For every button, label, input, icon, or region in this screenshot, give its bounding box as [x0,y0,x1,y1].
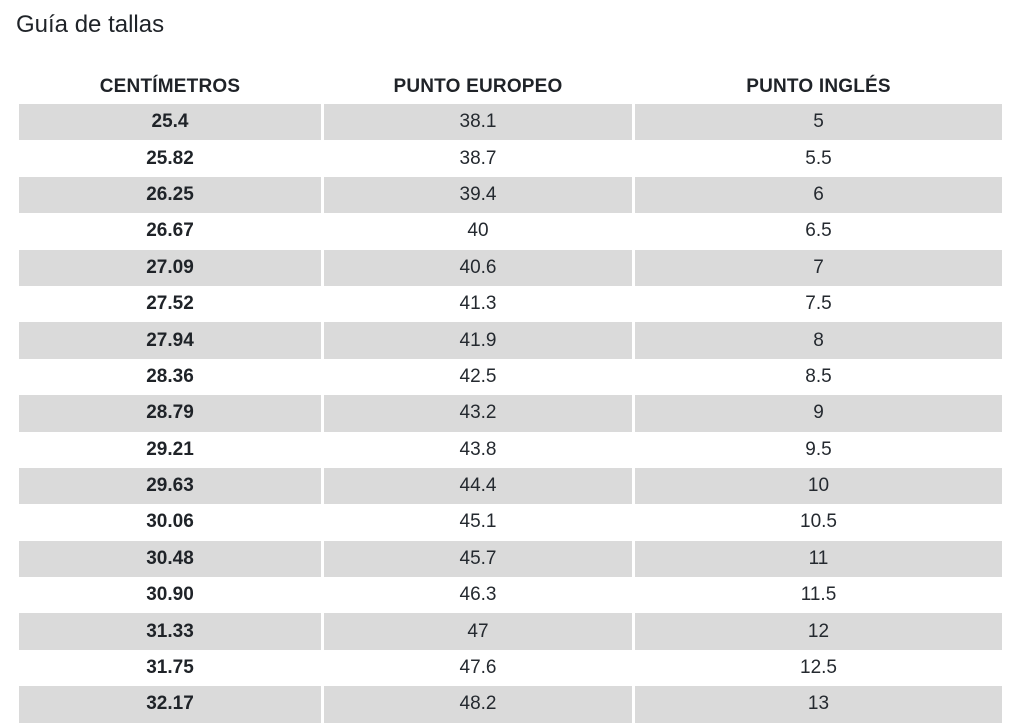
cell-punto-ingles: 5 [635,104,1002,141]
page-title: Guía de tallas [16,11,165,38]
table-row: 30.06 45.1 10.5 [19,504,1002,541]
table-row: 31.33 47 12 [19,613,1002,650]
table-header: CENTÍMETROS PUNTO EUROPEO PUNTO INGLÉS [19,70,1002,104]
table-row: 30.90 46.3 11.5 [19,577,1002,614]
cell-centimetros: 30.90 [19,577,321,614]
cell-punto-europeo: 40.6 [324,249,632,286]
cell-punto-europeo: 41.3 [324,285,632,323]
cell-centimetros: 26.25 [19,176,321,214]
cell-punto-europeo: 40 [324,213,632,250]
header-centimetros: CENTÍMETROS [99,76,241,97]
cell-centimetros: 30.06 [19,504,321,541]
cell-punto-ingles: 8.5 [635,358,1002,396]
cell-punto-europeo: 43.2 [324,395,632,432]
cell-centimetros: 29.21 [19,431,321,468]
cell-punto-europeo: 47 [324,613,632,650]
table-row: 27.09 40.6 7 [19,249,1002,286]
cell-centimetros: 27.94 [19,322,321,359]
cell-centimetros: 31.33 [19,613,321,650]
cell-punto-europeo: 43.8 [324,431,632,468]
cell-punto-ingles: 5.5 [635,140,1002,177]
table-row: 25.4 38.1 5 [19,104,1002,141]
table-row: 28.79 43.2 9 [19,395,1002,432]
cell-punto-ingles: 12.5 [635,649,1002,687]
cell-centimetros: 26.67 [19,213,321,250]
cell-centimetros: 25.82 [19,140,321,177]
cell-punto-europeo: 41.9 [324,322,632,359]
cell-punto-ingles: 7 [635,249,1002,286]
cell-punto-europeo: 48.2 [324,686,632,723]
cell-punto-ingles: 10 [635,467,1002,505]
cell-punto-ingles: 6.5 [635,213,1002,250]
cell-centimetros: 32.17 [19,686,321,723]
cell-punto-ingles: 11 [635,540,1002,578]
table-row: 31.75 47.6 12.5 [19,649,1002,687]
cell-punto-ingles: 9 [635,395,1002,432]
cell-punto-ingles: 12 [635,613,1002,650]
cell-punto-europeo: 44.4 [324,467,632,505]
table-row: 29.21 43.8 9.5 [19,431,1002,468]
table-row: 25.82 38.7 5.5 [19,140,1002,177]
table-row: 29.63 44.4 10 [19,467,1002,505]
cell-punto-europeo: 42.5 [324,358,632,396]
cell-centimetros: 25.4 [19,104,321,141]
cell-punto-ingles: 7.5 [635,285,1002,323]
table-body: 25.4 38.1 5 25.82 38.7 5.5 26.25 39.4 6 26.67 40 6.… [19,104,1002,723]
cell-centimetros: 27.09 [19,249,321,286]
cell-punto-ingles: 8 [635,322,1002,359]
cell-punto-europeo: 38.7 [324,140,632,177]
cell-centimetros: 27.52 [19,285,321,323]
cell-punto-ingles: 13 [635,686,1002,723]
table-row: 32.17 48.2 13 [19,686,1002,723]
cell-punto-europeo: 38.1 [324,104,632,141]
cell-punto-ingles: 9.5 [635,431,1002,468]
cell-punto-europeo: 45.1 [324,504,632,541]
header-punto-europeo: PUNTO EUROPEO [393,76,563,97]
table-row: 28.36 42.5 8.5 [19,358,1002,396]
cell-punto-ingles: 10.5 [635,504,1002,541]
header-row: CENTÍMETROS PUNTO EUROPEO PUNTO INGLÉS [19,70,1002,104]
size-chart-table: CENTÍMETROS PUNTO EUROPEO PUNTO INGLÉS 2… [16,70,1005,723]
cell-punto-ingles: 11.5 [635,577,1002,614]
header-punto-ingles: PUNTO INGLÉS [746,76,891,97]
cell-centimetros: 28.36 [19,358,321,396]
table-row: 27.52 41.3 7.5 [19,285,1002,323]
cell-punto-europeo: 45.7 [324,540,632,578]
table-row: 26.67 40 6.5 [19,213,1002,250]
table-row: 26.25 39.4 6 [19,176,1002,214]
cell-centimetros: 28.79 [19,395,321,432]
table-row: 30.48 45.7 11 [19,540,1002,578]
cell-centimetros: 31.75 [19,649,321,687]
cell-punto-europeo: 39.4 [324,176,632,214]
cell-punto-ingles: 6 [635,176,1002,214]
cell-punto-europeo: 46.3 [324,577,632,614]
cell-punto-europeo: 47.6 [324,649,632,687]
cell-centimetros: 30.48 [19,540,321,578]
cell-centimetros: 29.63 [19,467,321,505]
table-row: 27.94 41.9 8 [19,322,1002,359]
